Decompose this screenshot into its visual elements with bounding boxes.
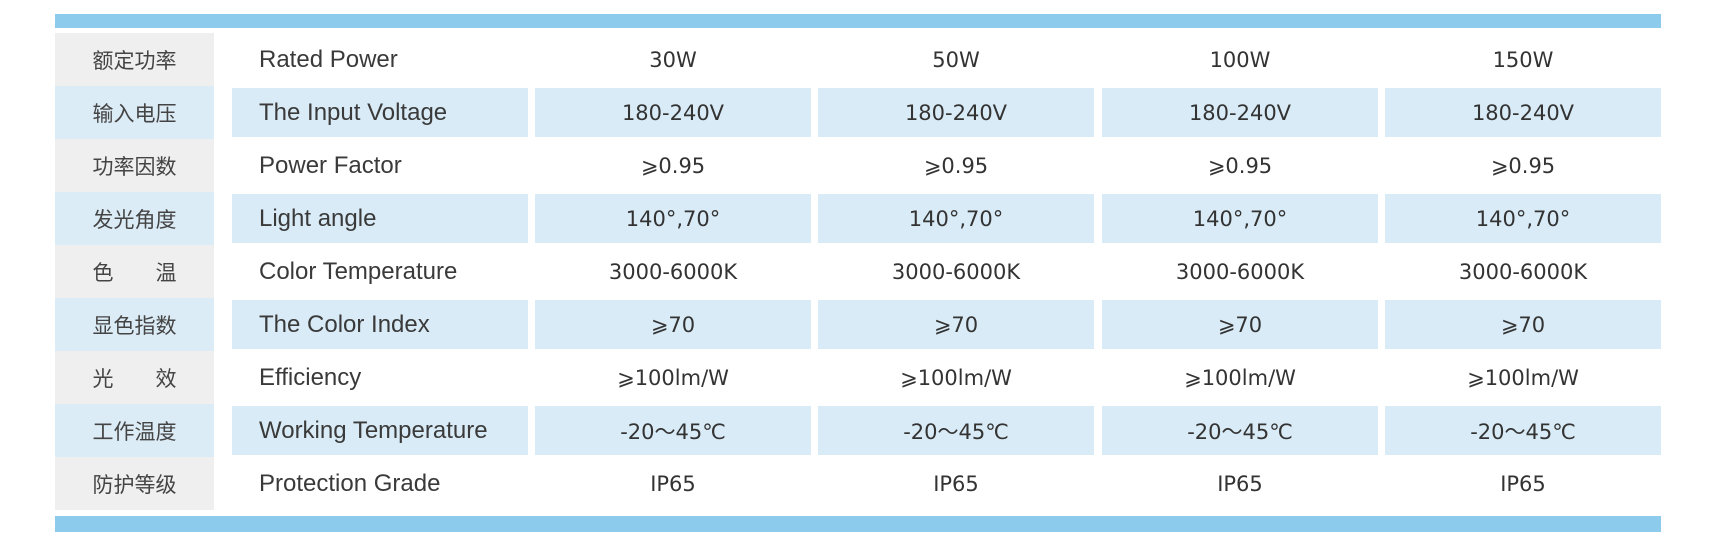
value-cell: 180-240V <box>1102 88 1378 137</box>
value-cell: 3000-6000K <box>608 259 738 284</box>
top-bar <box>55 14 1661 28</box>
value-cell: 150W <box>1492 47 1554 72</box>
cn-bg <box>55 33 214 86</box>
bottom-bar <box>55 516 1661 532</box>
value-cell: -20～45℃ <box>535 406 811 455</box>
cn-bg <box>55 298 214 351</box>
cn-bg <box>55 351 214 404</box>
value-cell: 180-240V <box>818 88 1094 137</box>
value-cell: ⩾0.95 <box>640 153 706 178</box>
cn-bg <box>55 139 214 192</box>
value-cell: 180-240V <box>1385 88 1661 137</box>
cn-bg <box>55 245 214 298</box>
cn-bg <box>55 404 214 457</box>
value-cell: -20～45℃ <box>818 406 1094 455</box>
value-cell: ⩾0.95 <box>923 153 989 178</box>
value-cell: ⩾100lm/W <box>1467 365 1579 390</box>
value-cell: ⩾70 <box>1102 300 1378 349</box>
row-label-cn: 光 效 <box>92 366 177 391</box>
row-label-en: Power Factor <box>259 151 402 179</box>
value-cell: IP65 <box>1217 471 1263 496</box>
cn-bg <box>55 192 214 245</box>
value-cell: -20～45℃ <box>1385 406 1661 455</box>
value-cell: 50W <box>932 47 980 72</box>
row-label-en: Efficiency <box>259 363 362 391</box>
row-label-en: Light angle <box>232 194 528 243</box>
value-cell: 3000-6000K <box>891 259 1021 284</box>
value-cell: 30W <box>649 47 697 72</box>
value-cell: -20～45℃ <box>1102 406 1378 455</box>
value-cell: 140°,70° <box>535 194 811 243</box>
row-label-cn: 额定功率 <box>92 48 177 73</box>
row-label-en: Rated Power <box>259 45 398 73</box>
value-cell: ⩾70 <box>1385 300 1661 349</box>
value-cell: IP65 <box>650 471 696 496</box>
cn-bg <box>55 86 214 139</box>
value-cell: 180-240V <box>535 88 811 137</box>
value-cell: 100W <box>1209 47 1271 72</box>
row-label-cn: 防护等级 <box>92 472 177 497</box>
value-cell: 140°,70° <box>1102 194 1378 243</box>
row-label-cn: 显色指数 <box>92 313 177 338</box>
cn-bg <box>55 457 214 510</box>
value-cell: ⩾70 <box>535 300 811 349</box>
value-cell: ⩾0.95 <box>1207 153 1273 178</box>
value-cell: IP65 <box>1500 471 1546 496</box>
row-label-en: The Color Index <box>232 300 528 349</box>
row-label-cn: 输入电压 <box>92 101 177 126</box>
value-cell: 3000-6000K <box>1458 259 1588 284</box>
value-cell: ⩾100lm/W <box>1184 365 1296 390</box>
row-label-cn: 发光角度 <box>92 207 177 232</box>
row-label-cn: 工作温度 <box>92 419 177 444</box>
row-label-en: Working Temperature <box>232 406 528 455</box>
value-cell: ⩾100lm/W <box>617 365 729 390</box>
value-cell: 140°,70° <box>818 194 1094 243</box>
row-label-en: Protection Grade <box>259 469 441 497</box>
value-cell: 3000-6000K <box>1175 259 1305 284</box>
row-label-en: The Input Voltage <box>232 88 528 137</box>
row-label-cn: 功率因数 <box>92 154 177 179</box>
value-cell: ⩾0.95 <box>1490 153 1556 178</box>
value-cell: 140°,70° <box>1385 194 1661 243</box>
value-cell: ⩾100lm/W <box>900 365 1012 390</box>
value-cell: ⩾70 <box>818 300 1094 349</box>
row-label-cn: 色 温 <box>92 260 177 285</box>
value-cell: IP65 <box>933 471 979 496</box>
row-label-en: Color Temperature <box>259 257 458 285</box>
